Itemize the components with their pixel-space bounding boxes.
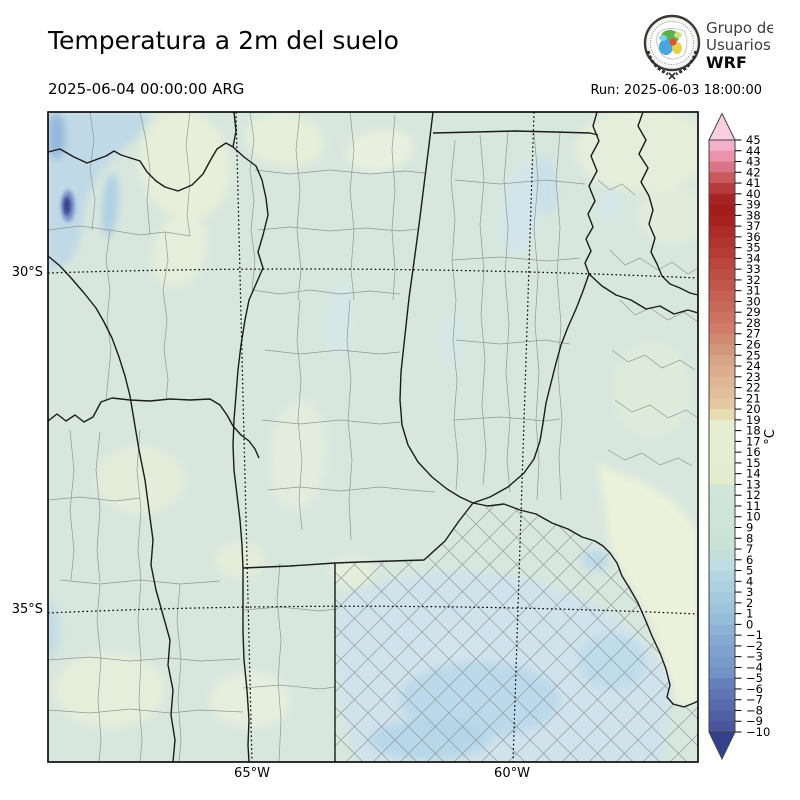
colorbar: 4544434241403938373635343332313029282726… [708,112,778,761]
colorbar-tick-label: 0 [746,617,753,631]
logo-text-grupo: Grupo de [706,19,773,37]
colorbar-tick-label: −9 [746,714,763,728]
colorbar-tick-label: 4 [746,574,753,588]
colorbar-tick-label: −5 [746,671,763,685]
y-axis-tick-30s: 30°S [11,265,43,280]
colorbar-tick-label: −4 [746,660,763,674]
colorbar-tick-label: 2 [746,596,753,610]
colorbar-tick-label: 45 [746,133,761,147]
globe-emblem-icon [643,14,701,80]
y-axis-tick-35s: 35°S [11,602,43,617]
colorbar-tick-label: 9 [746,520,753,534]
province-borders [48,112,698,762]
colorbar-tick-label: 13 [746,477,761,491]
colorbar-tick-label: 15 [746,456,761,470]
colorbar-tick-label: 37 [746,219,761,233]
colorbar-tick-label: 1 [746,607,753,621]
colorbar-tick-label: 30 [746,294,761,308]
colorbar-tick-label: −1 [746,628,763,642]
colorbar-tick-label: 35 [746,241,761,255]
colorbar-tick-label: 26 [746,338,761,352]
colorbar-extend-below-arrow [708,731,736,761]
colorbar-tick-label: 25 [746,348,761,362]
colorbar-tick-label: 24 [746,359,761,373]
x-axis-tick-65w: 65°W [234,766,270,781]
colorbar-tick-label: 44 [746,144,761,158]
andes-cold-core [61,190,75,222]
colorbar-tick-label: 6 [746,553,753,567]
colorbar-tick-label: 5 [746,564,753,578]
graticule-gridlines [48,112,698,762]
colorbar-tick-label: 17 [746,434,761,448]
colorbar-tick-label: 34 [746,251,761,265]
colorbar-tick-label: −3 [746,650,763,664]
x-axis-tick-60w: 60°W [494,766,530,781]
colorbar-tick-label: −10 [746,725,770,739]
wrf-users-group-logo: Grupo de Usuarios WRF [643,14,773,80]
map-canvas [48,112,698,762]
colorbar-tick-label: 27 [746,327,761,341]
map-frame [47,111,699,763]
colorbar-tick-label: 19 [746,413,761,427]
colorbar-tick-label: 43 [746,155,761,169]
colorbar-tick-label: 36 [746,230,761,244]
colorbar-tick-label: −6 [746,682,763,696]
department-borders [48,112,698,762]
colorbar-tick-label: 29 [746,305,761,319]
colorbar-tick-label: 18 [746,424,761,438]
colorbar-tick-label: −8 [746,703,763,717]
valid-time-label: 2025-06-04 00:00:00 ARG [48,80,245,98]
run-time-label: Run: 2025-06-03 18:00:00 [590,83,762,98]
colorbar-tick-label: −2 [746,639,763,653]
colorbar-tick-label: 23 [746,370,761,384]
page-title: Temperatura a 2m del suelo [48,26,399,55]
colorbar-tick-label: 39 [746,198,761,212]
colorbar-extend-above-arrow [708,112,736,141]
colorbar-tick-label: 41 [746,176,761,190]
colorbar-tick-label: 7 [746,542,753,556]
colorbar-tick-label: 40 [746,187,761,201]
colorbar-tick-label: 14 [746,467,761,481]
colorbar-tick-label: −7 [746,693,763,707]
colorbar-tick-label: 42 [746,165,761,179]
colorbar-tick-label: 31 [746,284,761,298]
colorbar-tick-label: 22 [746,381,761,395]
colorbar-tick-label: 16 [746,445,761,459]
colorbar-tick-label: 12 [746,488,761,502]
colorbar-tick-label: 3 [746,585,753,599]
colorbar-tick-label: 28 [746,316,761,330]
logo-text-usuarios: Usuarios [706,36,771,54]
colorbar-tick-label: 33 [746,262,761,276]
colorbar-tick-label: 10 [746,510,761,524]
colorbar-tick-label: 20 [746,402,761,416]
colorbar-unit-label: °C [763,429,778,445]
colorbar-tick-label: 8 [746,531,753,545]
colorbar-tick-label: 21 [746,391,761,405]
logo-text-wrf: WRF [706,53,747,72]
colorbar-tick-label: 11 [746,499,761,513]
colorbar-tick-label: 38 [746,208,761,222]
colorbar-tick-label: 32 [746,273,761,287]
